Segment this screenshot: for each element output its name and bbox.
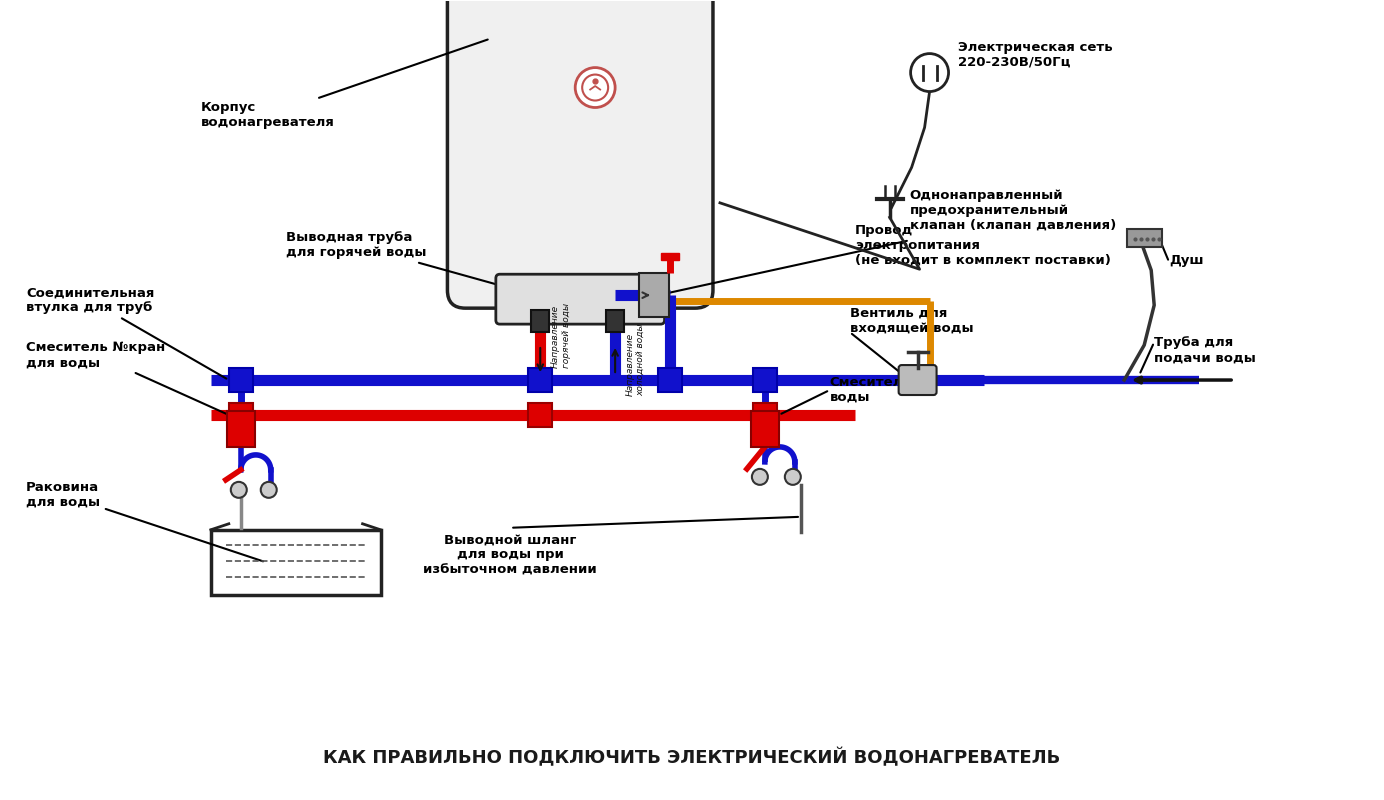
Bar: [1127, 230, 1163, 247]
Text: Смеситель
воды: Смеситель воды: [830, 376, 912, 404]
Circle shape: [231, 482, 246, 498]
Circle shape: [752, 469, 768, 485]
Text: Направление
горячей воды: Направление горячей воды: [551, 302, 570, 368]
Text: КАК ПРАВИЛЬНО ПОДКЛЮЧИТЬ ЭЛЕКТРИЧЕСКИЙ ВОДОНАГРЕВАТЕЛЬ: КАК ПРАВИЛЬНО ПОДКЛЮЧИТЬ ЭЛЕКТРИЧЕСКИЙ В…: [324, 748, 1060, 767]
Text: Соединительная
втулка для труб: Соединительная втулка для труб: [26, 286, 227, 378]
Bar: [657, 368, 682, 392]
Text: Однонаправленный
предохранительный
клапан (клапан давления): Однонаправленный предохранительный клапа…: [909, 189, 1116, 232]
Bar: [606, 310, 624, 332]
FancyBboxPatch shape: [495, 274, 664, 324]
Text: Душ: Душ: [1169, 254, 1204, 266]
Text: Труба для
подачи воды: Труба для подачи воды: [1154, 336, 1257, 364]
Text: Раковина
для воды: Раковина для воды: [26, 481, 263, 562]
Bar: [752, 411, 779, 447]
Bar: [228, 368, 253, 392]
Circle shape: [583, 74, 608, 101]
Circle shape: [576, 67, 614, 107]
Text: Направление
холодной воды: Направление холодной воды: [626, 324, 645, 396]
Bar: [753, 368, 776, 392]
Text: Корпус
водонагревателя: Корпус водонагревателя: [201, 39, 487, 130]
Circle shape: [785, 469, 801, 485]
Text: Электрическая сеть
220-230В/50Гц: Электрическая сеть 220-230В/50Гц: [958, 41, 1113, 69]
Text: Выводной шланг
для воды при
избыточном давлении: Выводной шланг для воды при избыточном д…: [424, 534, 597, 576]
Text: Смеситель №кран
для воды: Смеситель №кран для воды: [26, 341, 226, 414]
FancyBboxPatch shape: [898, 365, 937, 395]
Bar: [753, 403, 776, 427]
Bar: [531, 310, 549, 332]
Bar: [228, 403, 253, 427]
Circle shape: [260, 482, 277, 498]
Bar: [227, 411, 255, 447]
Circle shape: [911, 54, 948, 91]
Bar: [529, 368, 552, 392]
Text: Провод
электропитания
(не входит в комплект поставки): Провод электропитания (не входит в компл…: [855, 224, 1110, 266]
Text: Вентиль для
входящей воды: Вентиль для входящей воды: [850, 306, 973, 334]
Text: Выводная труба
для горячей воды: Выводная труба для горячей воды: [285, 231, 533, 294]
Bar: [639, 274, 668, 317]
Bar: [210, 530, 381, 594]
Bar: [529, 403, 552, 427]
FancyBboxPatch shape: [447, 0, 713, 308]
Bar: [662, 254, 680, 260]
